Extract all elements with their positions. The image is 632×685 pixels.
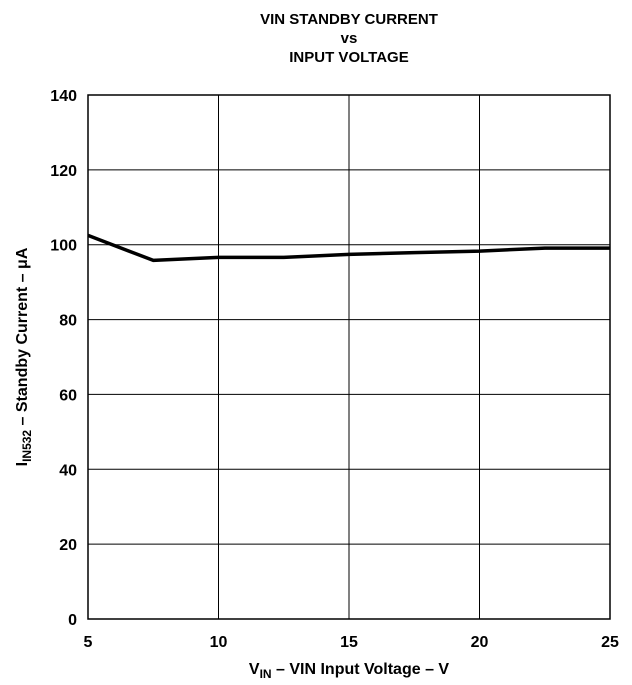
y-tick-labels: 0 20 40 60 80 100 120 140 (50, 88, 77, 629)
x-tick-label: 5 (84, 634, 93, 651)
x-axis-label: VIN – VIN Input Voltage – V (249, 661, 450, 681)
y-tick-label: 40 (59, 462, 77, 479)
grid (87, 94, 611, 620)
x-axis-label-prefix: V (249, 661, 260, 678)
title-line-3: INPUT VOLTAGE (289, 49, 408, 66)
series (87, 233, 610, 263)
series-line (87, 233, 610, 263)
x-tick-label: 20 (471, 634, 489, 651)
x-tick-labels: 5 10 15 20 25 (84, 634, 619, 651)
x-axis-label-subscript: IN (260, 667, 272, 681)
title-line-1: VIN STANDBY CURRENT (260, 11, 438, 28)
x-tick-label: 10 (210, 634, 228, 651)
y-axis-label-prefix: I (14, 462, 31, 466)
title-line-2: vs (341, 30, 358, 47)
x-tick-label: 25 (601, 634, 619, 651)
y-tick-label: 100 (50, 238, 77, 255)
x-axis-label-suffix: – VIN Input Voltage – V (272, 661, 450, 678)
y-tick-label: 20 (59, 537, 77, 554)
y-tick-label: 140 (50, 88, 77, 105)
y-axis-label-subscript: IN532 (20, 430, 34, 462)
y-axis-label: IIN532 – Standby Current – μA (14, 247, 34, 466)
y-tick-label: 60 (59, 387, 77, 404)
y-axis-label-suffix: – Standby Current – μA (14, 247, 31, 430)
x-tick-label: 15 (340, 634, 358, 651)
y-tick-label: 120 (50, 163, 77, 180)
chart-title: VIN STANDBY CURRENT vs INPUT VOLTAGE (260, 11, 438, 66)
plot-frame (87, 94, 611, 620)
y-tick-label: 80 (59, 313, 77, 330)
y-tick-label: 0 (68, 612, 77, 629)
